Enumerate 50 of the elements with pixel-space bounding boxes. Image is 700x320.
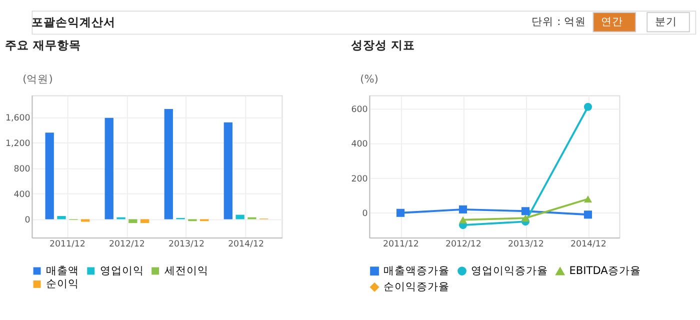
point xyxy=(458,205,468,214)
y-tick-label: 400 xyxy=(351,140,368,150)
bar xyxy=(57,216,66,220)
point xyxy=(584,210,592,219)
legend-label: 매출액 xyxy=(46,264,80,277)
y-tick-label: 400 xyxy=(14,190,30,200)
bar xyxy=(104,118,114,220)
legend-label: 순이익 xyxy=(46,278,80,290)
bar xyxy=(164,109,173,220)
bar xyxy=(80,219,90,222)
y-tick-label: 1,200 xyxy=(6,139,30,150)
y-tick-label: 800 xyxy=(14,164,30,175)
text: 포괄손익계산서 xyxy=(32,15,116,30)
y-tick-label: 0 xyxy=(362,209,368,220)
point xyxy=(584,196,592,202)
text: 단위 : 억원 xyxy=(532,16,586,28)
legend-label: 매출액증가율 xyxy=(384,264,450,277)
text: 연간 xyxy=(600,16,623,28)
x-tick-label: 2013/12 xyxy=(508,240,544,250)
legend-label: EBITDA증가율 xyxy=(569,265,641,278)
y-tick-label: 1,600 xyxy=(6,114,30,124)
x-tick-label: 2013/12 xyxy=(168,240,204,250)
bar xyxy=(128,219,138,224)
x-tick-label: 2014/12 xyxy=(228,240,264,250)
y-axis-title: (억원) xyxy=(22,73,53,86)
y-axis-title: (%) xyxy=(360,73,378,86)
y-tick-label: 200 xyxy=(351,174,368,184)
chart-title: 성장성 지표 xyxy=(350,38,415,52)
legend-label: 순이익증가율 xyxy=(384,280,450,293)
point xyxy=(521,207,530,216)
x-tick-label: 2012/12 xyxy=(446,240,482,250)
bar xyxy=(224,122,232,220)
x-tick-label: 2011/12 xyxy=(383,240,419,250)
text: 분기 xyxy=(654,16,677,28)
chart-title: 주요 재무항목 xyxy=(5,38,82,52)
x-tick-label: 2012/12 xyxy=(109,240,145,250)
bar xyxy=(140,219,150,224)
x-tick-label: 2014/12 xyxy=(570,240,606,250)
bar xyxy=(45,132,54,220)
x-tick-label: 2011/12 xyxy=(49,240,86,250)
legend-label: 영업이익 xyxy=(100,264,144,277)
point xyxy=(458,216,468,224)
legend-label: 세전이익 xyxy=(164,264,208,277)
y-tick-label: 600 xyxy=(351,104,368,115)
point xyxy=(521,214,530,222)
point xyxy=(396,208,405,217)
point xyxy=(584,102,592,111)
y-tick-label: 0 xyxy=(24,216,30,226)
bar xyxy=(236,214,244,220)
legend-label: 영업이익증가율 xyxy=(471,264,548,277)
